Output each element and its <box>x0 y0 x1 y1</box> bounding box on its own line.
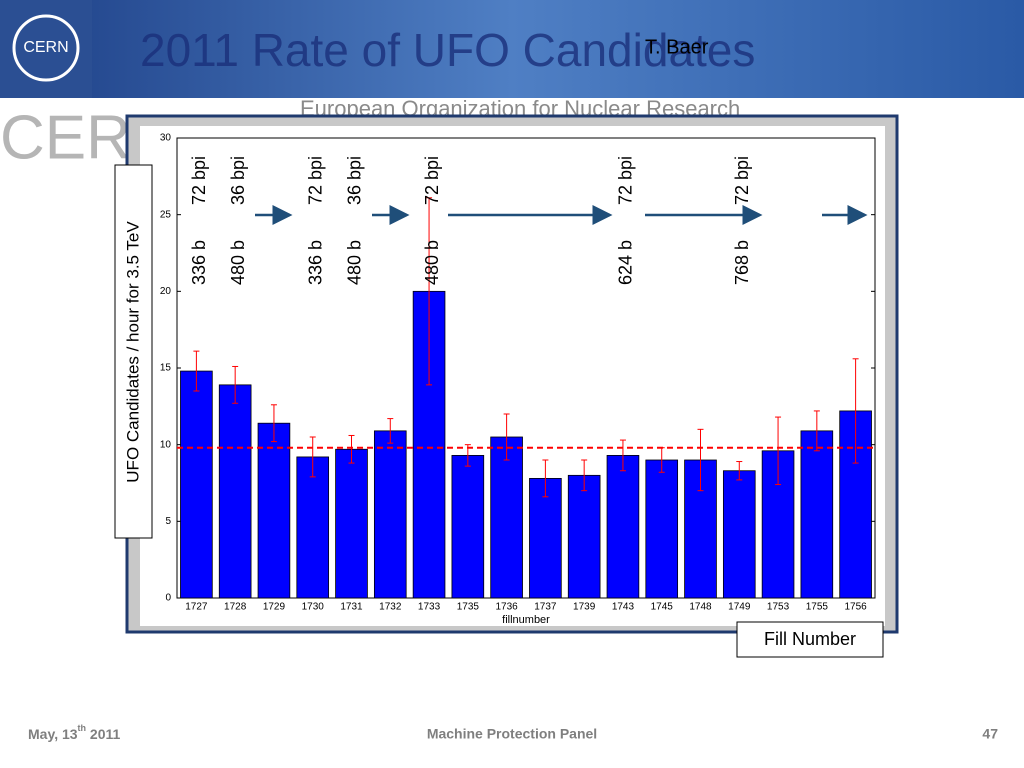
bar <box>373 430 407 599</box>
annotation-beams: 624 b <box>616 240 636 285</box>
annotation-spacing: 36 bpi <box>228 156 248 205</box>
x-tick-label: 1753 <box>767 602 790 613</box>
bar <box>567 474 601 599</box>
footer-center: Machine Protection Panel <box>427 726 597 742</box>
x-axis-label: Fill Number <box>764 629 856 649</box>
annotation-beams: 336 b <box>189 240 209 285</box>
annotation-spacing: 72 bpi <box>422 156 442 205</box>
logo-ring <box>12 14 80 82</box>
y-tick-label: 10 <box>160 439 172 450</box>
bar <box>296 456 330 599</box>
bar <box>722 470 756 599</box>
bar <box>180 370 213 599</box>
bar <box>335 448 368 599</box>
y-axis-label: UFO Candidates / hour for 3.5 TeV <box>123 221 142 483</box>
annotation-spacing: 36 bpi <box>344 156 364 205</box>
x-tick-label: 1743 <box>612 602 635 613</box>
x-tick-label: 1733 <box>418 602 441 613</box>
bar <box>645 459 679 599</box>
slide-title: 2011 Rate of UFO Candidates <box>140 24 755 76</box>
annotation-spacing: 72 bpi <box>616 156 636 205</box>
y-tick-label: 25 <box>160 209 172 220</box>
author: T. Baer <box>645 36 709 58</box>
chart: 0 5 10 15 20 25 30 1727 1728 1729 1730 1731 1732 1733… <box>160 133 876 626</box>
x-label-box <box>736 621 884 658</box>
annotation-beams: 480 b <box>228 240 248 285</box>
x-tick-label: 1732 <box>379 602 402 613</box>
annotation-beams: 336 b <box>305 240 325 285</box>
annotation-spacing: 72 bpi <box>732 156 752 205</box>
x-axis-title: fillnumber <box>502 614 550 626</box>
x-tick-label: 1727 <box>185 602 208 613</box>
annotation-beams: 480 b <box>422 240 442 285</box>
annotation-spacing: 72 bpi <box>189 156 209 205</box>
y-tick-label: 5 <box>165 516 171 527</box>
bar <box>218 384 252 599</box>
x-tick-label: 1730 <box>302 602 325 613</box>
footer-date: May, 13th 2011 <box>28 723 121 741</box>
x-tick-label: 1737 <box>534 602 557 613</box>
x-tick-label: 1749 <box>728 602 751 613</box>
x-tick-label: 1735 <box>457 602 480 613</box>
x-tick-label: 1739 <box>573 602 596 613</box>
date-part: May, 13 <box>28 726 78 742</box>
x-tick-label: 1745 <box>651 602 674 613</box>
x-tick-label: 1736 <box>495 602 518 613</box>
date-part: 2011 <box>86 726 120 742</box>
bar <box>606 454 640 599</box>
annotation-beams: 480 b <box>344 240 364 285</box>
date-sup: th <box>78 723 87 733</box>
bar <box>451 454 485 599</box>
bar <box>490 436 523 599</box>
x-tick-label: 1748 <box>689 602 712 613</box>
y-tick-label: 0 <box>165 593 171 604</box>
y-tick-label: 30 <box>160 133 172 144</box>
bar <box>529 477 562 599</box>
y-tick-label: 15 <box>160 363 172 374</box>
bar <box>800 430 834 599</box>
y-tick-label: 20 <box>160 286 172 297</box>
annotation-spacing: 72 bpi <box>305 156 325 205</box>
x-tick-label: 1755 <box>806 602 829 613</box>
watermark: CER <box>0 103 131 172</box>
x-tick-label: 1728 <box>224 602 247 613</box>
bar <box>257 422 291 599</box>
page-number: 47 <box>982 726 998 742</box>
x-tick-label: 1729 <box>263 602 286 613</box>
logo-text: CERN <box>23 39 68 56</box>
y-label-box <box>114 164 153 539</box>
annotation-beams: 768 b <box>732 240 752 285</box>
x-tick-label: 1756 <box>844 602 867 613</box>
header-banner <box>0 0 1024 98</box>
x-tick-label: 1731 <box>340 602 363 613</box>
